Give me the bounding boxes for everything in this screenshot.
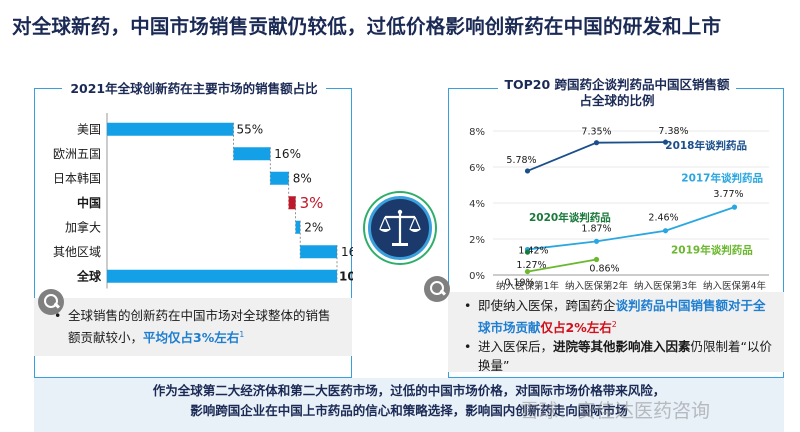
right-bullet-2: 进入医保后，进院等其他影响准入因素仍限制着“以价换量” — [464, 337, 776, 375]
bar-value-label: 16% — [341, 245, 353, 259]
x-tick-label: 纳入医保第4年 — [703, 280, 767, 292]
bar-value-label: 55% — [237, 122, 264, 136]
series-point — [593, 256, 600, 263]
china-share-line-chart: 0% 2% 4% 6% 8% 纳入医保第1年 纳入医保第2年 纳入医保第3年 纳入医保第4年 5.… — [469, 126, 769, 292]
bar-category-label: 加拿大 — [65, 219, 101, 234]
y-tick-label: 4% — [469, 199, 485, 210]
market-share-bar-chart: 美国 55% 欧洲五国 16% 日本韩国 8% 中国 3% 加拿大 2% 其他区域 16% 全球 100% — [53, 113, 353, 289]
series-point — [662, 228, 669, 234]
x-tick-label: 纳入医保第3年 — [634, 280, 698, 292]
x-tick-label: 纳入医保第2年 — [565, 280, 629, 292]
bar-value-label: 8% — [293, 171, 312, 185]
bar-mark — [300, 245, 337, 259]
data-label: 1.27% — [516, 260, 546, 271]
balance-scale-icon — [379, 209, 421, 246]
bar-mark — [107, 122, 234, 136]
data-label: 7.35% — [581, 127, 611, 138]
left-note-text: 全球销售的创新药在中国市场对全球整体的销售额贡献较小，平均仅占3%左右1 — [54, 306, 342, 347]
series-point — [593, 140, 600, 146]
bar-value-label: 2% — [304, 220, 323, 234]
page-title: 对全球新药，中国市场销售贡献仍较低，过低价格影响创新药在中国的研发和上市 — [12, 15, 722, 38]
left-chart-title: 2021年全球创新药在主要市场的销售额占比 — [35, 78, 353, 97]
bar-mark — [107, 269, 337, 283]
bar-category-label: 日本韩国 — [53, 170, 101, 185]
x-tick-label: 纳入医保第1年 — [496, 280, 560, 292]
series-point — [731, 204, 738, 210]
series-name-label: 2017年谈判药品 — [681, 171, 763, 184]
series-point — [662, 139, 669, 145]
bar-category-label: 欧洲五国 — [53, 147, 101, 161]
y-tick-label: 0% — [469, 271, 485, 282]
left-note-box: 全球销售的创新药在中国市场对全球整体的销售额贡献较小，平均仅占3%左右1 — [34, 298, 352, 356]
left-note-highlight: 平均仅占3%左右 — [143, 330, 240, 346]
watermark: 雪球：安佳达医药咨询 — [520, 400, 711, 422]
bar-mark — [288, 196, 296, 210]
magnifier-icon — [424, 276, 450, 302]
series-point — [524, 168, 531, 174]
data-label: 0.19% — [504, 278, 534, 289]
bar-category-label: 中国 — [77, 195, 101, 210]
series-line — [527, 206, 735, 251]
series-line — [527, 258, 597, 273]
right-note-box: 即使纳入医保，跨国药企谈判药品中国销售额对于全球市场贡献仅占2%左右2 进入医保… — [448, 292, 784, 375]
bar-mark — [233, 147, 271, 161]
y-tick-label: 6% — [469, 163, 485, 174]
series-point — [524, 249, 531, 255]
data-label: 3.77% — [713, 189, 743, 200]
bar-value-label: 16% — [274, 147, 301, 161]
bar-mark — [270, 171, 289, 185]
bar-value-label: 100% — [339, 269, 353, 283]
series-name-label: 2018年谈判药品 — [665, 139, 747, 152]
footer-conclusion: 作为全球第二大经济体和第二大医药市场，过低的中国市场价格，对国际市场价格带来风险… — [34, 378, 784, 432]
data-label: 1.87% — [581, 223, 611, 234]
series-point — [524, 268, 531, 275]
magnifier-icon — [38, 289, 64, 315]
bar-category-label: 美国 — [77, 122, 101, 136]
y-tick-label: 8% — [469, 127, 485, 138]
data-label: 1.42% — [518, 245, 548, 256]
series-name-label: 2019年谈判药品 — [671, 243, 753, 256]
data-label: 5.78% — [506, 155, 536, 166]
bar-mark — [295, 220, 301, 234]
scale-icon-badge — [368, 196, 432, 260]
data-label: 7.38% — [658, 126, 688, 137]
bar-category-label: 全球 — [76, 268, 102, 283]
data-label: 0.86% — [589, 264, 619, 275]
right-chart-title: TOP20 跨国药企谈判药品中国区销售额 占全球的比例 — [449, 77, 785, 109]
series-point — [593, 238, 600, 244]
series-name-label: 2020年谈判药品 — [529, 211, 611, 224]
bar-category-label: 其他区域 — [53, 245, 101, 259]
bar-value-label: 3% — [300, 194, 324, 212]
data-label: 2.46% — [648, 213, 678, 224]
y-tick-label: 2% — [469, 235, 485, 246]
right-bullet-1: 即使纳入医保，跨国药企谈判药品中国销售额对于全球市场贡献仅占2%左右2 — [464, 296, 776, 337]
